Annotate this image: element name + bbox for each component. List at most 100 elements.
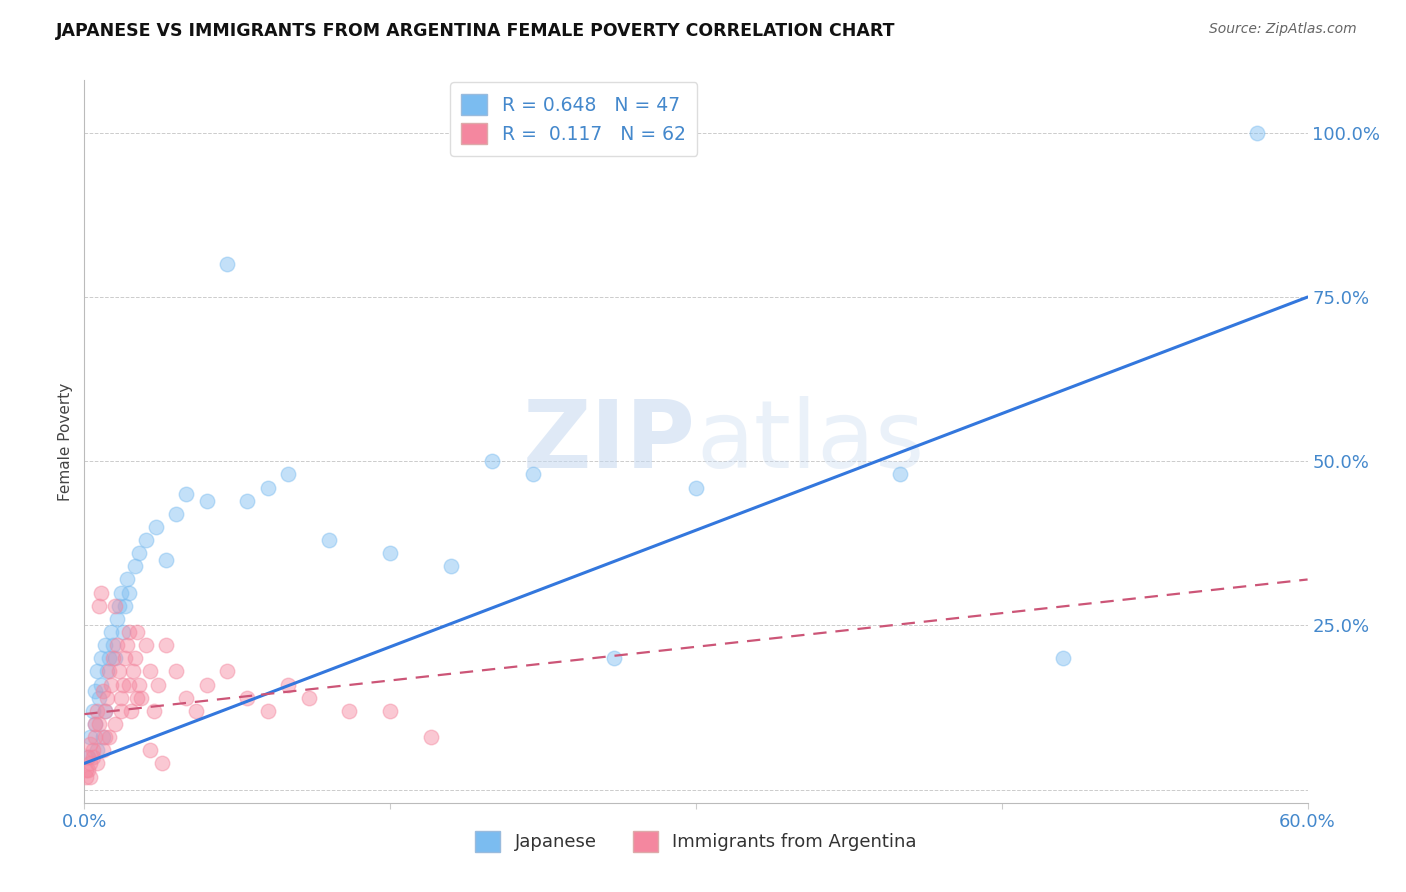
Point bbox=[104, 651, 127, 665]
Point bbox=[146, 677, 169, 691]
Point bbox=[87, 599, 110, 613]
Point bbox=[236, 493, 259, 508]
Point bbox=[257, 481, 280, 495]
Point bbox=[93, 730, 115, 744]
Point bbox=[90, 677, 112, 691]
Point bbox=[277, 467, 299, 482]
Point bbox=[79, 756, 101, 771]
Point bbox=[87, 690, 110, 705]
Point bbox=[82, 743, 104, 757]
Point bbox=[96, 690, 118, 705]
Point bbox=[165, 665, 187, 679]
Point bbox=[128, 677, 150, 691]
Point bbox=[86, 665, 108, 679]
Point bbox=[110, 585, 132, 599]
Point bbox=[236, 690, 259, 705]
Point bbox=[91, 743, 114, 757]
Point bbox=[127, 690, 149, 705]
Point bbox=[114, 599, 136, 613]
Point bbox=[127, 625, 149, 640]
Point bbox=[86, 756, 108, 771]
Point bbox=[522, 467, 544, 482]
Point bbox=[105, 638, 128, 652]
Point bbox=[135, 533, 157, 547]
Point bbox=[77, 763, 100, 777]
Point bbox=[138, 665, 160, 679]
Point bbox=[97, 730, 120, 744]
Point bbox=[142, 704, 165, 718]
Point bbox=[440, 559, 463, 574]
Point bbox=[90, 651, 112, 665]
Point bbox=[174, 690, 197, 705]
Y-axis label: Female Poverty: Female Poverty bbox=[58, 383, 73, 500]
Point bbox=[114, 651, 136, 665]
Point bbox=[165, 507, 187, 521]
Point bbox=[124, 559, 146, 574]
Point bbox=[277, 677, 299, 691]
Point bbox=[150, 756, 173, 771]
Point bbox=[91, 684, 114, 698]
Point bbox=[603, 651, 626, 665]
Point bbox=[257, 704, 280, 718]
Point bbox=[93, 704, 115, 718]
Point bbox=[77, 749, 100, 764]
Point bbox=[105, 612, 128, 626]
Point bbox=[96, 665, 118, 679]
Point bbox=[90, 585, 112, 599]
Point bbox=[82, 704, 104, 718]
Point bbox=[93, 704, 115, 718]
Point bbox=[101, 638, 124, 652]
Point bbox=[122, 665, 145, 679]
Point bbox=[380, 546, 402, 560]
Point bbox=[86, 743, 108, 757]
Point bbox=[120, 704, 142, 718]
Point bbox=[131, 690, 153, 705]
Point bbox=[104, 599, 127, 613]
Point bbox=[110, 690, 132, 705]
Point bbox=[118, 585, 141, 599]
Point bbox=[217, 257, 239, 271]
Point bbox=[97, 651, 120, 665]
Point bbox=[100, 677, 122, 691]
Point bbox=[93, 638, 115, 652]
Point bbox=[118, 625, 141, 640]
Point bbox=[86, 704, 108, 718]
Point bbox=[195, 493, 218, 508]
Point bbox=[128, 546, 150, 560]
Point bbox=[217, 665, 239, 679]
Text: atlas: atlas bbox=[696, 395, 924, 488]
Point bbox=[318, 533, 340, 547]
Point bbox=[339, 704, 361, 718]
Legend: Japanese, Immigrants from Argentina: Japanese, Immigrants from Argentina bbox=[468, 823, 924, 859]
Point bbox=[420, 730, 443, 744]
Point bbox=[186, 704, 208, 718]
Point bbox=[115, 573, 138, 587]
Point bbox=[77, 749, 100, 764]
Point bbox=[124, 651, 146, 665]
Point bbox=[108, 665, 131, 679]
Point bbox=[118, 677, 141, 691]
Point bbox=[82, 749, 104, 764]
Point bbox=[138, 743, 160, 757]
Point bbox=[79, 770, 101, 784]
Point bbox=[155, 638, 177, 652]
Point bbox=[889, 467, 911, 482]
Point bbox=[97, 665, 120, 679]
Point bbox=[75, 763, 97, 777]
Text: ZIP: ZIP bbox=[523, 395, 696, 488]
Point bbox=[83, 730, 105, 744]
Point bbox=[481, 454, 503, 468]
Point bbox=[91, 730, 114, 744]
Point bbox=[135, 638, 157, 652]
Point bbox=[115, 638, 138, 652]
Point bbox=[1246, 126, 1268, 140]
Point bbox=[112, 625, 135, 640]
Text: JAPANESE VS IMMIGRANTS FROM ARGENTINA FEMALE POVERTY CORRELATION CHART: JAPANESE VS IMMIGRANTS FROM ARGENTINA FE… bbox=[56, 22, 896, 40]
Point bbox=[101, 651, 124, 665]
Point bbox=[108, 599, 131, 613]
Point bbox=[112, 677, 135, 691]
Point bbox=[83, 717, 105, 731]
Point bbox=[685, 481, 707, 495]
Point bbox=[110, 704, 132, 718]
Point bbox=[83, 717, 105, 731]
